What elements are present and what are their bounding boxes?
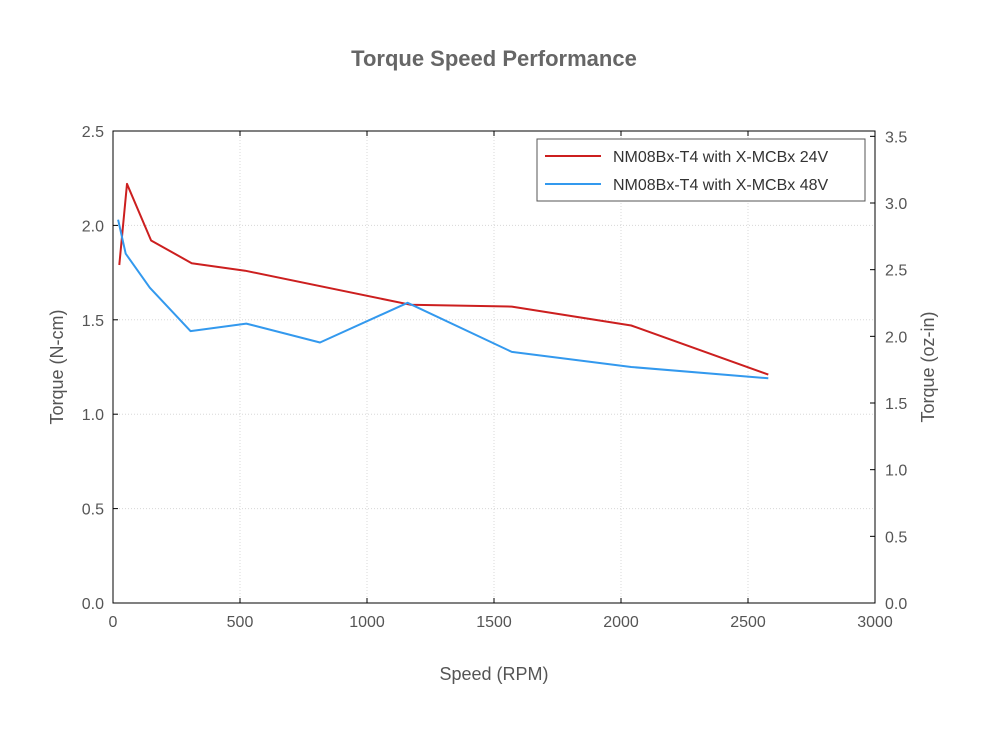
legend-box <box>536 138 866 202</box>
series-line-48v <box>117 219 769 380</box>
y-tick-label: 2.5 <box>82 124 104 141</box>
legend: NM08Bx-T4 with X-MCBx 24V NM08Bx-T4 with … <box>536 138 866 202</box>
y-tick-label: 1.0 <box>82 407 104 424</box>
grid <box>112 130 876 604</box>
chart-title: Torque Speed Performance <box>351 46 637 71</box>
y2-tick-label: 2.5 <box>885 263 907 280</box>
plot-frame <box>112 130 876 604</box>
x-tick-label: 2000 <box>603 614 639 631</box>
y2-tick-label: 2.0 <box>885 329 907 346</box>
y-tick-label: 2.0 <box>82 218 104 235</box>
legend-entry: NM08Bx-T4 with X-MCBx 48V <box>613 177 828 194</box>
x-tick-label: 1000 <box>349 614 385 631</box>
x-tick-label: 2500 <box>730 614 766 631</box>
series-line-24v <box>118 182 769 376</box>
x-axis-label: Speed (RPM) <box>439 664 548 684</box>
y2-tick-label: 0.0 <box>885 596 907 613</box>
x-tick-label: 3000 <box>857 614 893 631</box>
y2-tick-label: 3.5 <box>885 129 907 146</box>
y2-axis-label: Torque (oz-in) <box>918 311 938 422</box>
x-tick-label: 500 <box>227 614 254 631</box>
y-tick-label: 0.0 <box>82 596 104 613</box>
y2-tick-label: 3.0 <box>885 196 907 213</box>
y-tick-label: 0.5 <box>82 502 104 519</box>
series-lines <box>117 182 769 380</box>
legend-entry: NM08Bx-T4 with X-MCBx 24V <box>613 149 828 166</box>
y2-tick-label: 1.0 <box>885 463 907 480</box>
x-tick-label: 0 <box>109 614 118 631</box>
y-axis-label: Torque (N-cm) <box>47 309 67 424</box>
y2-tick-label: 0.5 <box>885 529 907 546</box>
x-tick-label: 1500 <box>476 614 512 631</box>
y2-tick-label: 1.5 <box>885 396 907 413</box>
y-tick-label: 1.5 <box>82 313 104 330</box>
axis-ticks: 0 500 1000 1500 2000 2500 30000.00.51.01.52.02… <box>82 124 908 631</box>
